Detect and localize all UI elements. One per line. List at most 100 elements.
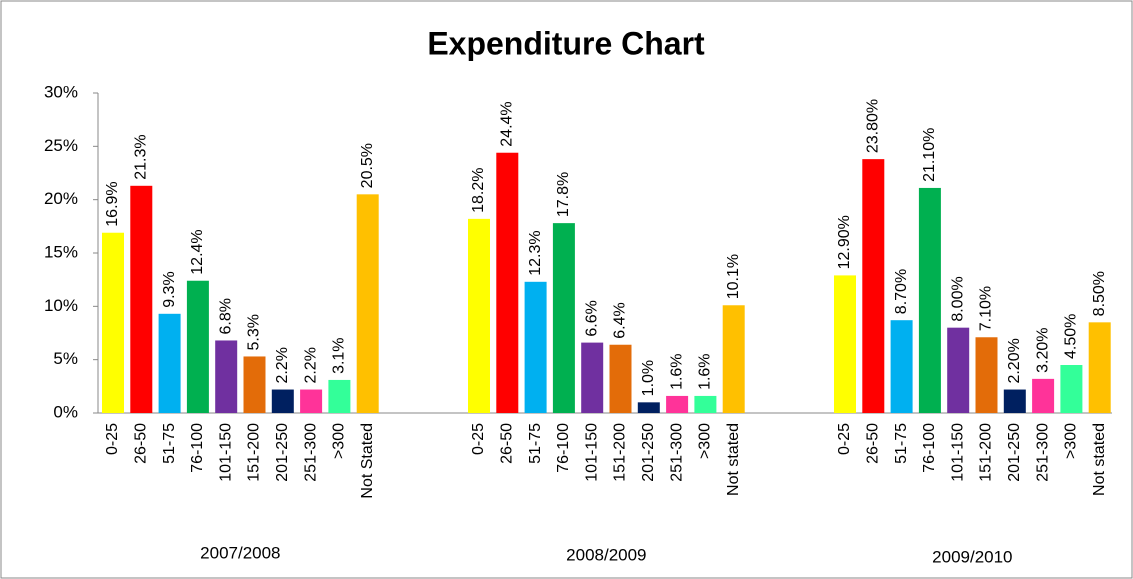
bar [130, 185, 153, 413]
x-tick-label: 201-250 [640, 423, 657, 482]
y-tick-label: 5% [53, 349, 78, 368]
value-label: 6.8% [217, 298, 234, 334]
value-label: 8.00% [949, 276, 966, 321]
bar [468, 218, 490, 413]
x-tick-label: 151-200 [978, 423, 995, 482]
value-label: 5.3% [246, 314, 263, 350]
bar [524, 281, 547, 413]
value-label: 10.1% [725, 254, 742, 299]
value-label: 8.70% [893, 269, 910, 314]
x-tick-label: 51-75 [893, 423, 910, 464]
bar [637, 402, 660, 413]
value-label: 12.90% [836, 215, 853, 269]
x-tick-label: 76-100 [921, 423, 938, 473]
x-tick-label: 151-200 [246, 423, 263, 482]
value-label: 1.6% [697, 353, 714, 389]
group-label: 2009/2010 [932, 547, 1012, 566]
bar [243, 356, 266, 413]
bar [975, 337, 998, 413]
x-tick-label: Not Stated [359, 423, 376, 499]
bar [834, 275, 856, 413]
x-tick-label: 251-300 [668, 423, 685, 482]
x-tick-label: 201-250 [1006, 423, 1023, 482]
bar [890, 320, 913, 413]
bar [947, 327, 970, 413]
value-label: 24.4% [499, 101, 516, 146]
y-tick-label: 10% [44, 296, 78, 315]
value-label: 1.0% [640, 360, 657, 396]
x-tick-label: 26-50 [133, 423, 150, 464]
value-label: 9.3% [161, 271, 178, 307]
group-label: 2008/2009 [566, 545, 646, 564]
x-tick-label: 0-25 [470, 423, 487, 455]
bar [862, 159, 885, 413]
y-tick-label: 0% [53, 402, 78, 421]
group-label: 2007/2008 [200, 543, 280, 562]
x-tick-label: 101-150 [583, 423, 600, 482]
bar [356, 194, 379, 413]
x-tick-label: 251-300 [302, 423, 319, 482]
value-label: 2.2% [274, 347, 291, 383]
chart-title: Expenditure Chart [427, 25, 705, 61]
bar [215, 340, 238, 413]
x-tick-label: 101-150 [217, 423, 234, 482]
value-label: 21.10% [921, 128, 938, 182]
bar [918, 187, 941, 413]
value-label: 3.20% [1034, 327, 1051, 372]
value-label: 23.80% [865, 99, 882, 153]
value-label: 1.6% [668, 353, 685, 389]
value-label: 12.4% [189, 229, 206, 274]
bar [328, 379, 351, 413]
bar [1032, 378, 1055, 413]
bar [722, 305, 745, 413]
bar [496, 152, 519, 413]
x-tick-label: 101-150 [949, 423, 966, 482]
y-tick-label: 15% [44, 242, 78, 261]
x-tick-label: 76-100 [555, 423, 572, 473]
x-tick-label: 0-25 [836, 423, 853, 455]
x-tick-label: 51-75 [527, 423, 544, 464]
x-tick-label: >300 [1063, 423, 1080, 459]
bar [271, 389, 294, 413]
value-label: 16.9% [104, 181, 121, 226]
bar [1088, 322, 1111, 413]
bar [552, 223, 575, 413]
value-label: 17.8% [555, 172, 572, 217]
x-tick-label: 0-25 [104, 423, 121, 455]
x-tick-label: 26-50 [865, 423, 882, 464]
x-tick-label: 51-75 [161, 423, 178, 464]
x-tick-label: 201-250 [274, 423, 291, 482]
value-label: 2.20% [1006, 338, 1023, 383]
value-label: 18.2% [470, 167, 487, 212]
value-label: 2.2% [302, 347, 319, 383]
bar [186, 280, 209, 413]
bar [102, 232, 124, 413]
bar [300, 389, 323, 413]
value-label: 21.3% [133, 134, 150, 179]
value-label: 20.5% [359, 143, 376, 188]
y-tick-label: 20% [44, 189, 78, 208]
bar [581, 342, 604, 413]
y-tick-label: 25% [44, 136, 78, 155]
x-tick-label: 151-200 [612, 423, 629, 482]
value-label: 12.3% [527, 230, 544, 275]
x-tick-label: 76-100 [189, 423, 206, 473]
value-label: 6.4% [612, 302, 629, 338]
value-label: 6.6% [583, 300, 600, 336]
bar [694, 395, 717, 413]
bar [1003, 389, 1026, 413]
value-label: 8.50% [1091, 271, 1108, 316]
value-label: 3.1% [331, 337, 348, 373]
value-label: 4.50% [1063, 314, 1080, 359]
bar [666, 395, 689, 413]
x-tick-label: Not stated [1091, 423, 1108, 496]
y-tick-label: 30% [44, 82, 78, 101]
x-tick-label: >300 [331, 423, 348, 459]
x-tick-label: Not stated [725, 423, 742, 496]
x-tick-label: 26-50 [499, 423, 516, 464]
bar [1060, 365, 1083, 413]
bar [609, 344, 632, 413]
bar [158, 313, 181, 413]
x-tick-label: 251-300 [1034, 423, 1051, 482]
